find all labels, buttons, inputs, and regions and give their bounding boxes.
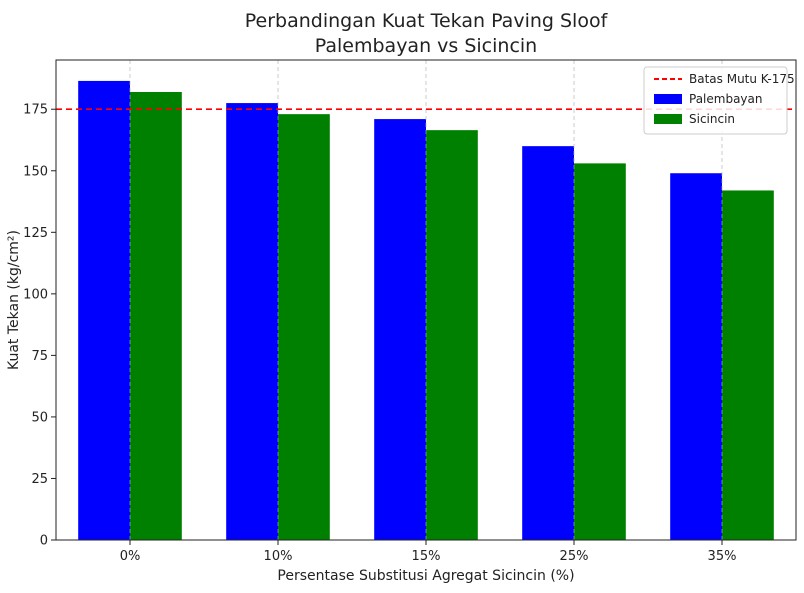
legend-reference-line-label: Batas Mutu K-175 bbox=[689, 72, 795, 86]
y-tick-label: 25 bbox=[31, 472, 48, 487]
y-tick-label: 100 bbox=[23, 287, 48, 302]
x-tick-label: 15% bbox=[412, 549, 441, 564]
x-tick-label: 10% bbox=[264, 549, 293, 564]
chart-title-line-1: Perbandingan Kuat Tekan Paving Sloof bbox=[245, 10, 609, 32]
y-axis: 0 25 50 75 100 125 150 175 bbox=[23, 103, 56, 549]
bars bbox=[78, 80, 774, 541]
grid bbox=[129, 60, 723, 540]
x-tick-label: 0% bbox=[120, 549, 141, 564]
legend-palembayan-swatch bbox=[654, 94, 682, 104]
bar-palembayan-0pct bbox=[78, 80, 130, 541]
legend-sicincin-label: Sicincin bbox=[689, 112, 735, 126]
bar-sicincin-25pct bbox=[574, 163, 626, 540]
bar-palembayan-35pct bbox=[670, 173, 722, 541]
bar-palembayan-10pct bbox=[226, 103, 278, 540]
bar-sicincin-15pct bbox=[426, 130, 478, 540]
bar-palembayan-25pct bbox=[522, 146, 574, 540]
y-tick-label: 150 bbox=[23, 164, 48, 179]
y-tick-label: 50 bbox=[31, 410, 48, 425]
y-tick-label: 175 bbox=[23, 103, 48, 118]
y-tick-label: 125 bbox=[23, 226, 48, 241]
bar-sicincin-0pct bbox=[130, 92, 182, 540]
bar-palembayan-15pct bbox=[374, 119, 426, 540]
bar-sicincin-10pct bbox=[278, 114, 330, 541]
y-axis-label: Kuat Tekan (kg/cm²) bbox=[6, 230, 22, 370]
legend-palembayan-label: Palembayan bbox=[689, 92, 763, 106]
x-tick-label: 25% bbox=[560, 549, 589, 564]
x-tick-label: 35% bbox=[708, 549, 737, 564]
legend-sicincin-swatch bbox=[654, 114, 682, 124]
chart-title-line-2: Palembayan vs Sicincin bbox=[315, 35, 537, 57]
y-tick-label: 0 bbox=[40, 534, 48, 549]
x-axis-label: Persentase Substitusi Agregat Sicincin (… bbox=[277, 568, 574, 584]
legend: Batas Mutu K-175 Palembayan Sicincin bbox=[643, 66, 795, 135]
x-axis: 0% 10% 15% 25% 35% bbox=[120, 540, 737, 564]
bar-sicincin-35pct bbox=[722, 190, 774, 540]
y-tick-label: 75 bbox=[31, 349, 48, 364]
